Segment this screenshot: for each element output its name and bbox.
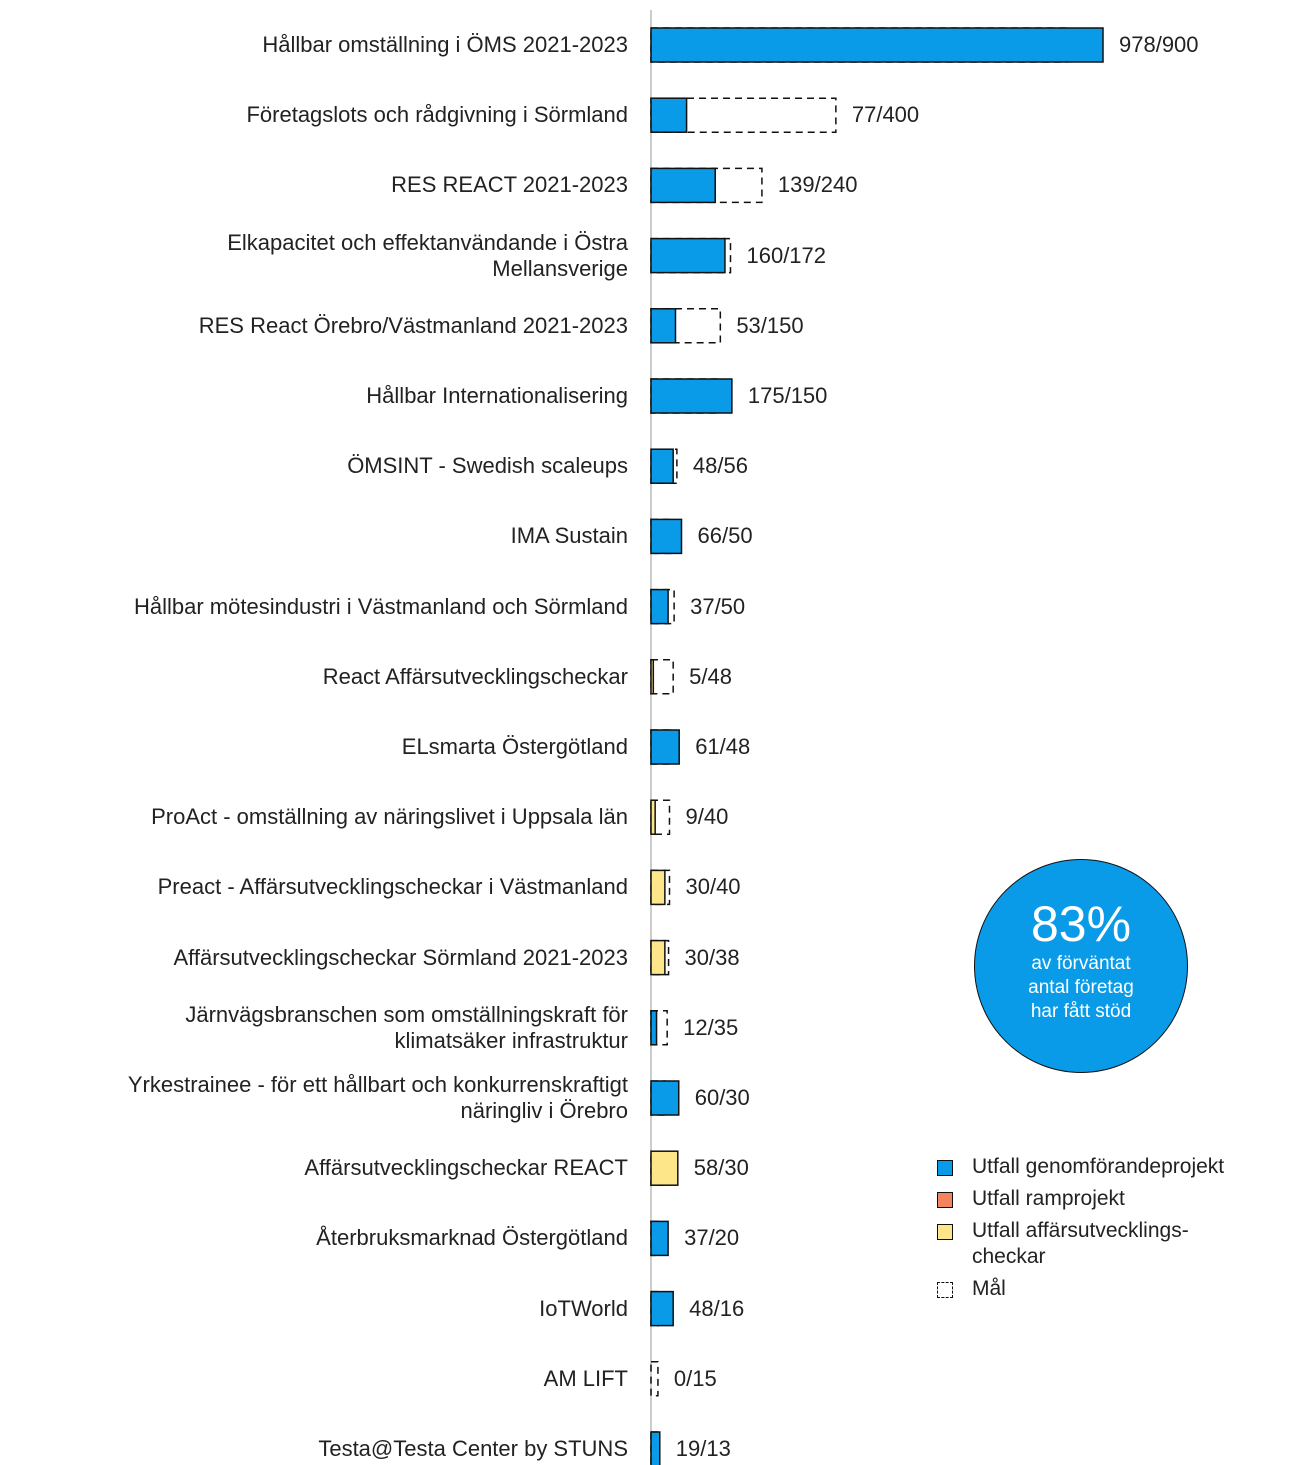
bar (650, 1431, 661, 1465)
category-label: React Affärsutvecklingscheckar (322, 663, 628, 689)
bar (650, 378, 733, 414)
value-label: 978/900 (1119, 32, 1199, 57)
value-label: 66/50 (697, 523, 753, 549)
category-label: AM LIFT (543, 1365, 628, 1391)
bar (650, 167, 716, 204)
value-label: 77/400 (851, 102, 920, 128)
category-label: ÖMSINT - Swedish scaleups (347, 453, 628, 479)
value-label: 160/172 (746, 242, 827, 268)
bar (650, 1290, 674, 1327)
category-label: Elkapacitet och effektanvändande i Östra… (227, 229, 628, 281)
category-label: Affärsutvecklingscheckar REACT (304, 1155, 628, 1181)
value-label: 139/240 (777, 172, 858, 198)
value-label: 30/38 (684, 944, 740, 970)
bar (650, 729, 680, 765)
bar (650, 869, 666, 906)
goal-box (650, 659, 674, 695)
callout-text: av förväntat antal företag har fått stöd (1028, 953, 1134, 1022)
legend-swatch (937, 1192, 953, 1208)
value-label: 48/56 (692, 453, 748, 479)
bar (650, 659, 655, 695)
value-label: 5/48 (689, 663, 732, 689)
value-label: 175/150 (747, 383, 828, 408)
category-label: Preact - Affärsutvecklingscheckar i Väst… (157, 874, 628, 900)
bar (650, 1150, 679, 1186)
legend-label: Utfall affärsutvecklings- checkar (972, 1219, 1189, 1268)
legend-swatch (937, 1282, 953, 1298)
bar (650, 799, 656, 835)
category-label: ProAct - omställning av näringslivet i U… (151, 804, 628, 830)
category-label: Hållbar Internationalisering (366, 383, 628, 408)
bar (650, 97, 688, 133)
legend-label: Utfall genomförandeprojekt (972, 1155, 1225, 1178)
bar (650, 1220, 669, 1257)
value-label: 12/35 (683, 1014, 739, 1040)
goal-box (650, 308, 722, 344)
goal-box (650, 1361, 659, 1397)
value-label: 58/30 (693, 1155, 749, 1181)
category-label: Affärsutvecklingscheckar Sörmland 2021-2… (173, 944, 628, 970)
bar (650, 27, 1104, 63)
value-label: 37/20 (684, 1225, 740, 1251)
bar (650, 939, 666, 976)
value-label: 0/15 (673, 1365, 717, 1391)
callout: 83% av förväntat antal företag har fått … (974, 859, 1188, 1073)
legend-swatch (937, 1224, 953, 1240)
category-label: Återbruksmarknad Östergötland (316, 1225, 628, 1251)
value-label: 9/40 (685, 804, 729, 830)
category-label: Företagslots och rådgivning i Sörmland (246, 102, 628, 128)
category-label: RES REACT 2021-2023 (391, 172, 628, 198)
callout-value: 83% (1030, 896, 1132, 952)
legend-swatch (937, 1160, 953, 1176)
category-label: Testa@Testa Center by STUNS (318, 1436, 628, 1461)
bar (650, 308, 677, 344)
category-label: Hållbar mötesindustri i Västmanland och … (133, 593, 628, 619)
value-label: 48/16 (689, 1295, 745, 1321)
category-label: Hållbar omställning i ÖMS 2021-2023 (262, 32, 628, 57)
category-label: Yrkestrainee - för ett hållbart och konk… (127, 1072, 628, 1123)
legend-label: Mål (972, 1277, 1006, 1300)
value-label: 30/40 (685, 874, 741, 900)
category-label: ELsmarta Östergötland (401, 734, 628, 759)
bar (650, 518, 683, 555)
value-label: 53/150 (736, 312, 804, 338)
value-label: 19/13 (675, 1436, 731, 1461)
bar (650, 588, 669, 625)
legend-label: Utfall ramprojekt (972, 1187, 1125, 1210)
bar (650, 1080, 680, 1116)
category-label: RES React Örebro/Västmanland 2021-2023 (198, 312, 628, 338)
bar (650, 237, 726, 274)
value-label: 61/48 (695, 734, 751, 759)
bar (650, 448, 674, 484)
bar (650, 1010, 658, 1046)
value-label: 60/30 (694, 1085, 750, 1110)
category-label: Järnvägsbranschen som omställningskraft … (185, 1001, 628, 1053)
value-label: 37/50 (690, 593, 746, 619)
category-label: IoTWorld (539, 1295, 628, 1321)
category-label: IMA Sustain (510, 523, 628, 549)
